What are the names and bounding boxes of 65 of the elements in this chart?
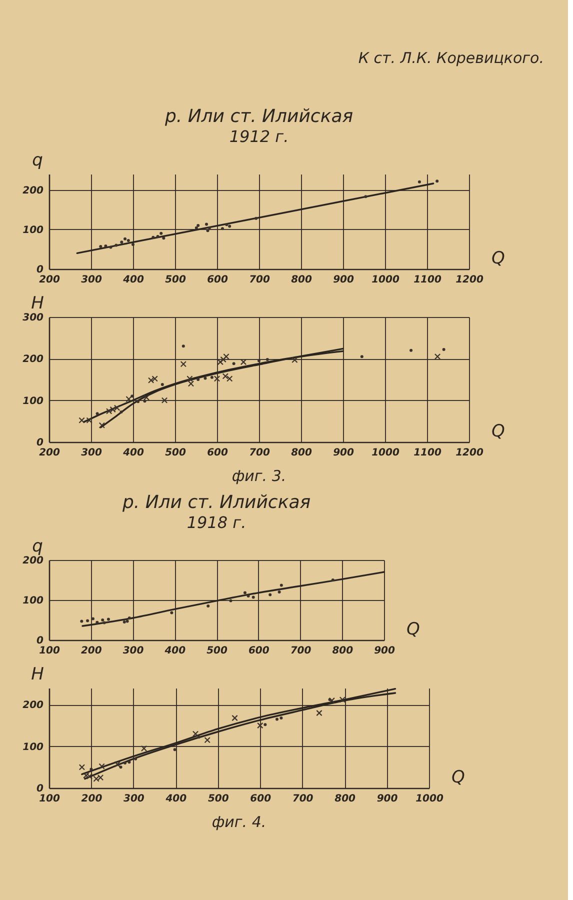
x-tick-label: 900 [376, 794, 398, 804]
x-tick-label: 800 [291, 448, 312, 458]
x-tick-label: 500 [165, 274, 186, 286]
x-tick-label: 700 [249, 448, 270, 458]
y-tick-label: 100 [22, 224, 44, 236]
text: фиг. 4. [212, 813, 266, 831]
x-tick-label: 200 [81, 794, 102, 804]
chart-title: р. Или ст. Илийская [164, 106, 354, 127]
x-tick-label: 300 [122, 646, 144, 656]
text: фиг. 3. [232, 467, 286, 485]
x-axis-title: Q [492, 422, 505, 442]
y-tick-label: 200 [22, 556, 44, 566]
x-tick-label: 400 [164, 646, 186, 656]
y-tick-label: 200 [22, 185, 44, 196]
x-tick-label: 1200 [456, 274, 484, 286]
x-tick-label: 400 [164, 794, 187, 804]
x-tick-label: 1100 [414, 448, 442, 458]
y-tick-label: 0 [36, 636, 44, 646]
y-axis-title: q [32, 150, 44, 170]
y-tick-label: 0 [36, 784, 44, 794]
x-tick-label: 1200 [456, 448, 484, 458]
y-tick-label: 100 [22, 742, 44, 753]
x-tick-label: 700 [249, 274, 270, 286]
x-tick-label: 600 [248, 646, 270, 656]
y-tick-label: 100 [22, 596, 44, 606]
y-tick-label: 100 [22, 396, 44, 407]
x-tick-label: 200 [80, 646, 102, 656]
text: К ст. Л.К. Коревицкого. [358, 49, 544, 67]
x-tick-label: 1000 [372, 448, 400, 458]
x-tick-label: 900 [333, 448, 354, 458]
x-tick-label: 500 [208, 794, 229, 804]
x-tick-label: 600 [207, 274, 228, 286]
x-tick-label: 1100 [414, 274, 442, 286]
y-tick-label: 0 [36, 438, 44, 448]
y-tick-label: 200 [22, 354, 44, 366]
chart-subtitle: 1912 г. [229, 127, 289, 146]
x-axis-title: Q [492, 248, 505, 268]
x-tick-label: 800 [291, 274, 312, 286]
y-axis-title: q [32, 536, 44, 556]
x-tick-label: 400 [122, 448, 144, 458]
x-tick-label: 500 [206, 646, 228, 656]
chart-title: р. Или ст. Илийская [121, 492, 311, 513]
x-tick-label: 800 [332, 646, 354, 656]
x-tick-label: 800 [334, 794, 356, 804]
x-tick-label: 1000 [372, 274, 400, 286]
x-axis-title: Q [452, 768, 465, 788]
x-axis-title: Q [406, 620, 420, 640]
y-tick-label: 300 [22, 312, 44, 324]
x-tick-label: 600 [250, 794, 272, 804]
y-tick-label: 200 [22, 700, 44, 712]
x-tick-label: 700 [292, 794, 314, 804]
x-tick-label: 1000 [416, 794, 444, 804]
x-tick-label: 400 [122, 274, 144, 286]
x-tick-label: 300 [81, 274, 102, 286]
x-tick-label: 500 [165, 448, 186, 458]
y-axis-title: H [31, 664, 44, 684]
x-tick-label: 900 [333, 274, 354, 286]
x-tick-label: 900 [374, 646, 395, 656]
x-tick-label: 300 [81, 448, 102, 458]
x-tick-label: 600 [207, 448, 228, 458]
y-axis-title: H [31, 294, 44, 314]
x-tick-label: 700 [290, 646, 312, 656]
x-tick-label: 300 [124, 794, 144, 804]
chart-subtitle: 1918 г. [186, 513, 246, 532]
y-tick-label: 0 [36, 264, 44, 276]
